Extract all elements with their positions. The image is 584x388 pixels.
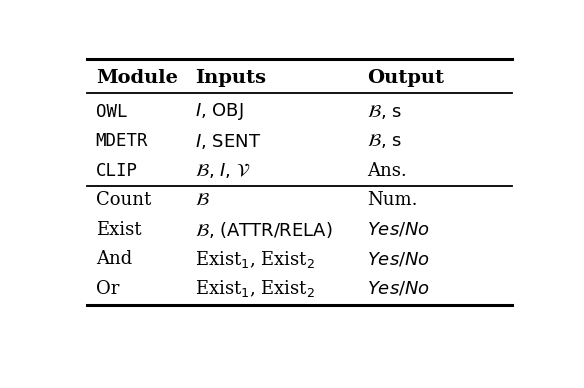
- Text: $\mathcal{B}$, $\mathit{I}$, $\mathcal{V}$: $\mathcal{B}$, $\mathit{I}$, $\mathcal{V…: [195, 161, 251, 180]
- Text: $\mathcal{B}$, s: $\mathcal{B}$, s: [367, 103, 402, 121]
- Text: $\mathit{Yes/No}$: $\mathit{Yes/No}$: [367, 221, 430, 239]
- Text: $\mathcal{B}$, s: $\mathcal{B}$, s: [367, 132, 402, 150]
- Text: $\mathit{I}$, OBJ: $\mathit{I}$, OBJ: [195, 101, 244, 122]
- Text: $\mathit{I}$, SENT: $\mathit{I}$, SENT: [195, 132, 262, 151]
- Text: MDETR: MDETR: [96, 132, 148, 150]
- Text: $\mathcal{B}$, (ATTR/RELA): $\mathcal{B}$, (ATTR/RELA): [195, 220, 333, 240]
- Text: Exist$_1$, Exist$_2$: Exist$_1$, Exist$_2$: [195, 249, 315, 270]
- Text: Exist$_1$, Exist$_2$: Exist$_1$, Exist$_2$: [195, 279, 315, 300]
- Text: Inputs: Inputs: [195, 69, 266, 87]
- Text: $\mathit{Yes/No}$: $\mathit{Yes/No}$: [367, 280, 430, 298]
- Text: Ans.: Ans.: [367, 162, 407, 180]
- Text: Exist: Exist: [96, 221, 141, 239]
- Text: $\mathcal{B}$: $\mathcal{B}$: [195, 191, 210, 209]
- Text: Count: Count: [96, 191, 151, 209]
- Text: And: And: [96, 250, 132, 268]
- Text: Or: Or: [96, 280, 119, 298]
- Text: Num.: Num.: [367, 191, 418, 209]
- Text: CLIP: CLIP: [96, 162, 138, 180]
- Text: Output: Output: [367, 69, 444, 87]
- Text: Module: Module: [96, 69, 178, 87]
- Text: OWL: OWL: [96, 103, 127, 121]
- Text: $\mathit{Yes/No}$: $\mathit{Yes/No}$: [367, 250, 430, 268]
